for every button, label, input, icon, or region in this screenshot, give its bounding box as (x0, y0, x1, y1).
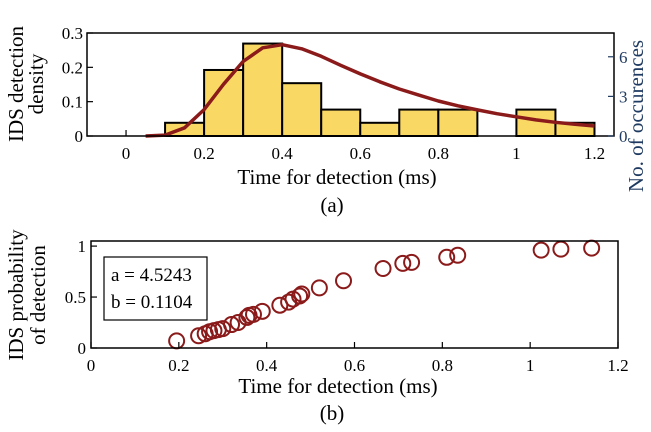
scatter-point (190, 327, 208, 345)
parameter-b: b = 0.1104 (111, 292, 193, 313)
scatter-point (335, 272, 353, 290)
scatter-point (253, 302, 271, 320)
right-y-tick-label: 3 (619, 87, 628, 106)
x-tick-label: 0.6 (350, 144, 371, 163)
panel-b-y-axis-label-line1: IDS probability (4, 229, 28, 361)
scatter-point (583, 239, 601, 257)
panel-a-histogram: 0 0.2 0.4 0.6 0.8 1 1.2 0 0.1 0.2 0.3 0 3 6 Time fo… (4, 24, 648, 217)
histogram-bar (242, 42, 284, 137)
scatter-point (552, 240, 570, 258)
panel-a-x-axis-label: Time for detection (ms) (237, 165, 436, 189)
y-tick-label: 0.3 (62, 24, 83, 43)
scatter-point (223, 316, 241, 334)
x-tick-label: 1 (526, 356, 535, 375)
x-tick-label: 0.6 (344, 356, 365, 375)
scatter-point (403, 253, 421, 271)
scatter-point (438, 248, 456, 266)
scatter-point (293, 285, 311, 303)
scatter-point (532, 241, 550, 259)
x-tick-label: 0.4 (256, 356, 278, 375)
x-tick-label: 0.2 (193, 144, 214, 163)
panel-b-caption: (b) (320, 401, 345, 425)
histogram-bar (515, 108, 557, 138)
panel-b-x-ticks: 0 0.2 0.4 0.6 0.8 1 1.2 (87, 342, 629, 375)
scatter-point (244, 305, 262, 323)
scatter-point (214, 320, 232, 338)
x-tick-label: 1.2 (607, 356, 628, 375)
scatter-point (449, 246, 467, 264)
x-tick-label: 0.8 (432, 356, 453, 375)
parameter-annotation-box: a = 4.5243 b = 0.1104 (103, 256, 208, 321)
panel-a-x-ticks: 0 0.2 0.4 0.6 0.8 1 1.2 (122, 130, 605, 163)
histogram-bar (281, 82, 323, 138)
scatter-points (168, 239, 601, 350)
right-y-tick-label: 0 (619, 127, 628, 146)
panel-a-y-axis-label-line1: IDS detection (4, 25, 28, 142)
annotation-frame (103, 256, 208, 321)
x-tick-label: 0.2 (168, 356, 189, 375)
parameter-a: a = 4.5243 (111, 265, 192, 286)
x-tick-label: 1.2 (584, 144, 605, 163)
right-y-tick-label: 6 (619, 48, 628, 67)
x-tick-label: 0.4 (272, 144, 294, 163)
histogram-bar (359, 121, 401, 137)
panel-a-axes-frame (86, 32, 615, 137)
panel-b-scatter: 0 0.2 0.4 0.6 0.8 1 1.2 00.51 a = 4.5243 b = 0… (4, 229, 629, 425)
panel-a-right-y-axis-label: No. of occurences (624, 40, 648, 192)
panel-a-right-y-ticks: 0 3 6 (608, 48, 628, 146)
panel-b-x-axis-label: Time for detection (ms) (238, 374, 437, 398)
x-tick-label: 0 (122, 144, 131, 163)
scatter-point (374, 260, 392, 278)
scatter-point (394, 254, 412, 272)
panel-b-y-ticks: 00.51 (65, 237, 97, 358)
y-tick-label: 0 (78, 339, 87, 358)
histogram-bars (164, 42, 596, 138)
histogram-bar (398, 108, 440, 138)
histogram-bar (437, 108, 479, 138)
panel-a-caption: (a) (320, 193, 343, 217)
panel-a-y-axis-label-line2: density (24, 53, 48, 114)
scatter-point (310, 279, 328, 297)
y-tick-label: 0.2 (62, 58, 83, 77)
y-tick-label: 1 (78, 237, 87, 256)
panel-b-y-axis-label-line2: of detection (26, 245, 50, 345)
y-tick-label: 0 (75, 127, 84, 146)
histogram-bar (320, 108, 362, 138)
scatter-point (168, 332, 186, 350)
fitted-density-curve (145, 42, 595, 138)
x-tick-label: 0 (87, 356, 96, 375)
y-tick-label: 0.1 (62, 93, 83, 112)
x-tick-label: 0.8 (428, 144, 449, 163)
x-tick-label: 1 (512, 144, 521, 163)
panel-a-y-ticks: 0 0.1 0.2 0.3 (62, 24, 93, 146)
y-tick-label: 0.5 (65, 288, 86, 307)
scatter-point (291, 287, 309, 305)
